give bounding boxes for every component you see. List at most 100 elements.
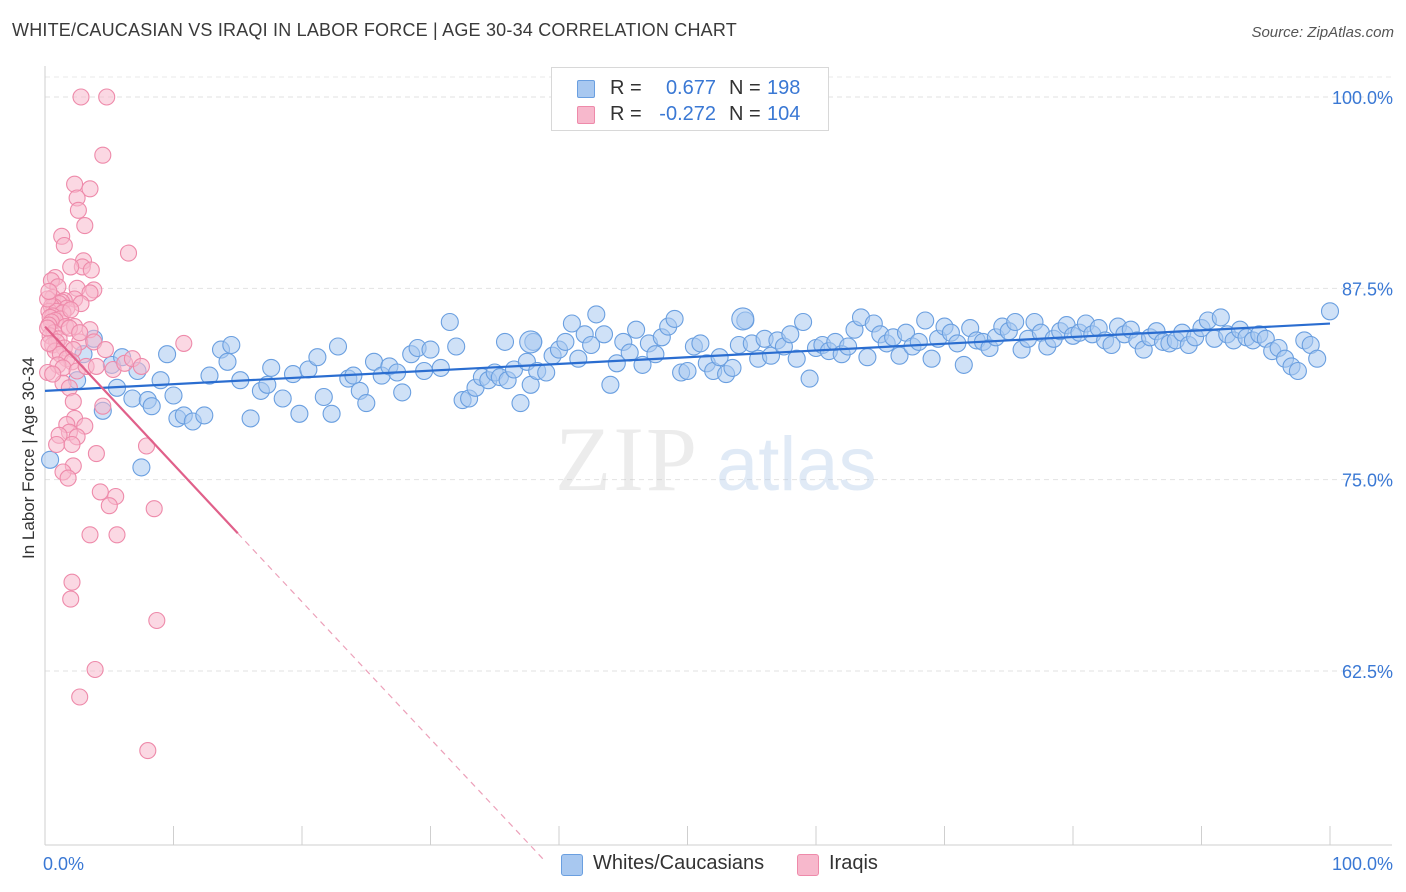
data-point bbox=[587, 305, 606, 324]
legend-n-label: N = bbox=[729, 103, 761, 125]
trend-line-whites bbox=[44, 322, 1331, 392]
data-point bbox=[158, 345, 177, 364]
data-point bbox=[495, 332, 515, 351]
data-point bbox=[108, 526, 126, 544]
data-point bbox=[1102, 335, 1121, 355]
correlation-legend: R = 0.677 N = 198 R = -0.272 N = 104 bbox=[551, 67, 829, 131]
data-point bbox=[1308, 349, 1327, 368]
data-point bbox=[283, 365, 303, 384]
data-point bbox=[87, 357, 105, 375]
bottom-legend-swatch-whites bbox=[561, 854, 583, 876]
data-point bbox=[41, 450, 60, 469]
data-point bbox=[627, 320, 646, 339]
data-point bbox=[607, 354, 626, 373]
legend-swatch-whites bbox=[577, 80, 595, 98]
data-point bbox=[511, 394, 530, 413]
data-point bbox=[537, 363, 556, 382]
data-point bbox=[71, 324, 89, 342]
data-point bbox=[262, 358, 281, 377]
data-point bbox=[63, 435, 81, 454]
legend-row-iraqis: R = -0.272 N = 104 bbox=[552, 102, 828, 128]
data-point bbox=[781, 325, 800, 344]
x-tick-label: 100.0% bbox=[1332, 854, 1393, 874]
data-point bbox=[62, 301, 80, 319]
data-point bbox=[62, 590, 80, 608]
data-point bbox=[909, 332, 928, 351]
legend-n-label: N = bbox=[729, 77, 761, 99]
data-point bbox=[440, 312, 459, 332]
data-point bbox=[594, 325, 614, 344]
y-axis-label: In Labor Force | Age 30-34 bbox=[19, 357, 38, 559]
data-point bbox=[81, 526, 99, 544]
data-point bbox=[98, 88, 116, 106]
data-point bbox=[582, 335, 601, 355]
data-point bbox=[1320, 302, 1340, 321]
data-point bbox=[1288, 361, 1307, 381]
data-point bbox=[86, 660, 104, 679]
data-point bbox=[64, 393, 82, 411]
data-point bbox=[94, 397, 112, 415]
data-point bbox=[519, 330, 543, 354]
data-point bbox=[200, 366, 219, 385]
data-point bbox=[954, 355, 973, 374]
data-point bbox=[71, 688, 89, 706]
bottom-legend-label: Whites/Caucasians bbox=[593, 852, 765, 874]
data-point bbox=[731, 307, 755, 331]
legend-r-label: R = bbox=[610, 103, 642, 125]
data-point bbox=[556, 332, 575, 351]
data-point bbox=[723, 358, 742, 377]
legend-row-whites: R = 0.677 N = 198 bbox=[552, 76, 828, 102]
legend-r-value: 0.677 bbox=[665, 77, 716, 99]
data-point bbox=[393, 383, 412, 402]
data-point bbox=[195, 406, 214, 425]
data-point bbox=[858, 348, 877, 367]
data-point bbox=[691, 334, 710, 353]
data-point bbox=[100, 497, 118, 515]
data-point bbox=[72, 88, 90, 106]
data-point bbox=[148, 611, 166, 630]
data-point bbox=[601, 375, 620, 394]
data-point bbox=[76, 217, 94, 235]
legend-r-value: -0.272 bbox=[659, 103, 716, 125]
y-tick-label: 87.5% bbox=[1342, 279, 1393, 299]
chart-title: WHITE/CAUCASIAN VS IRAQI IN LABOR FORCE … bbox=[12, 20, 737, 40]
data-point bbox=[91, 483, 109, 501]
data-point bbox=[447, 337, 466, 356]
data-point bbox=[916, 311, 935, 330]
data-point bbox=[66, 175, 84, 193]
x-tick-label: 0.0% bbox=[43, 854, 84, 874]
data-point bbox=[82, 261, 100, 279]
data-point bbox=[357, 394, 376, 413]
data-point bbox=[96, 341, 114, 359]
data-point bbox=[119, 244, 138, 262]
data-point bbox=[922, 349, 941, 368]
data-point bbox=[569, 349, 588, 368]
data-point bbox=[562, 314, 581, 333]
data-point bbox=[1006, 312, 1025, 332]
watermark-zip: ZIP bbox=[555, 408, 699, 510]
data-point bbox=[81, 180, 99, 198]
data-point bbox=[678, 361, 697, 381]
data-point bbox=[87, 445, 105, 463]
bottom-legend-swatch-iraqis bbox=[797, 854, 819, 876]
data-point bbox=[175, 334, 193, 352]
data-point bbox=[308, 348, 327, 367]
y-tick-label: 62.5% bbox=[1342, 662, 1393, 682]
legend-n-value: 104 bbox=[767, 103, 801, 125]
source-label: Source: ZipAtlas.com bbox=[1251, 24, 1394, 41]
data-point bbox=[620, 343, 639, 362]
data-point bbox=[222, 335, 241, 355]
data-point bbox=[62, 258, 80, 276]
data-point bbox=[40, 282, 58, 300]
data-point bbox=[800, 369, 819, 388]
data-point bbox=[44, 365, 62, 383]
data-point bbox=[794, 312, 813, 332]
data-point bbox=[69, 201, 87, 219]
bottom-legend-label: Iraqis bbox=[829, 852, 878, 874]
trend-extension-iraqis bbox=[237, 532, 547, 863]
data-point bbox=[94, 146, 112, 164]
data-point bbox=[290, 404, 309, 423]
series-iraqis bbox=[39, 88, 193, 760]
data-point bbox=[314, 387, 333, 407]
